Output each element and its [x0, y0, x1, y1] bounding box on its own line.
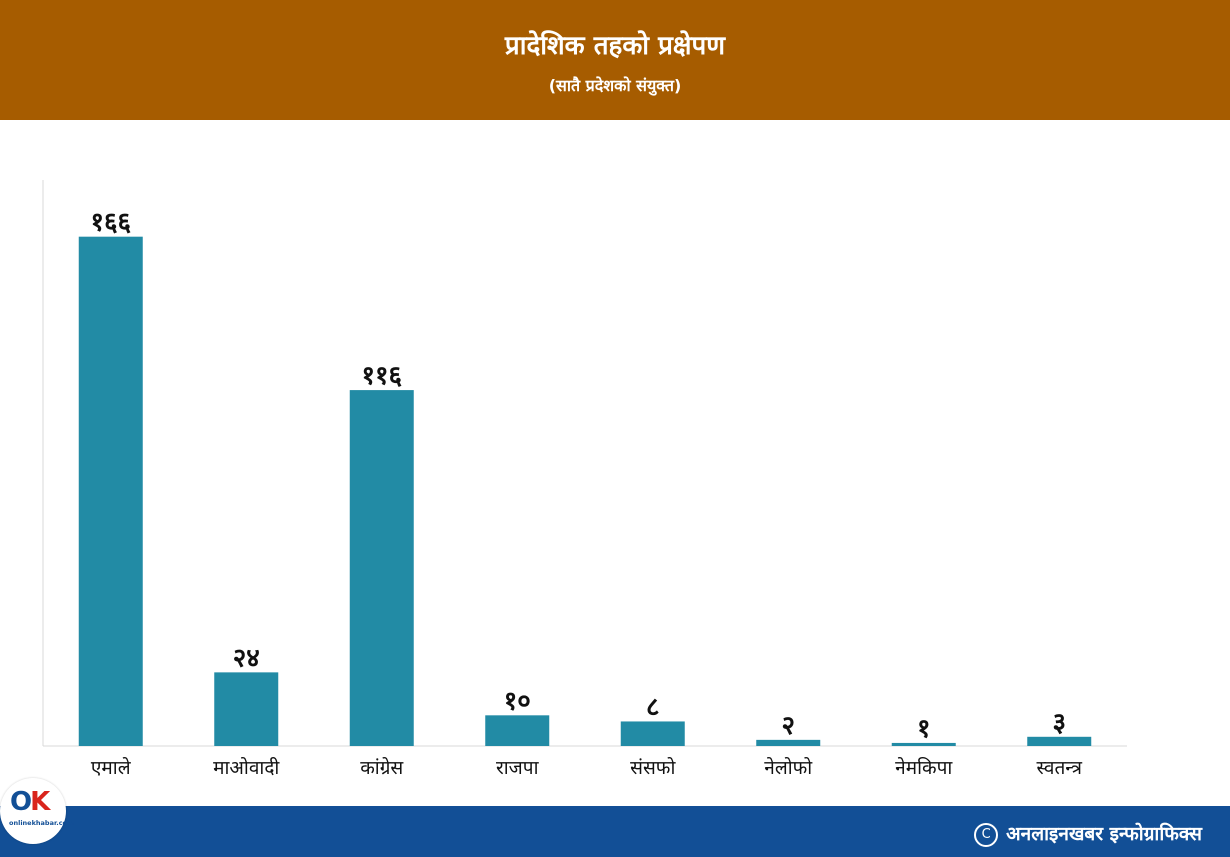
chart-title: प्रादेशिक तहको प्रक्षेपण	[504, 31, 726, 61]
bar	[891, 742, 956, 746]
x-tick-label: संसफो	[630, 756, 676, 779]
bar	[349, 390, 414, 746]
chart-subtitle: (सातै प्रदेशको संयुक्त)	[548, 76, 682, 95]
bar	[1027, 736, 1092, 746]
data-label: १०	[504, 686, 531, 716]
bar	[78, 236, 143, 746]
data-label: ३	[1052, 708, 1066, 738]
data-label: १६६	[90, 208, 131, 238]
data-label: ८	[646, 692, 660, 722]
x-tick-label: राजपा	[496, 757, 540, 779]
bar	[620, 721, 685, 746]
x-tick-label: माओवादी	[213, 756, 280, 779]
footer-credit: C अनलाइनखबर इन्फोग्राफिक्स	[974, 820, 1202, 847]
data-label: २४	[233, 643, 260, 673]
x-tick-label: नेमकिपा	[895, 756, 953, 779]
bar	[756, 739, 821, 746]
data-label: १	[917, 714, 931, 744]
logo-wordmark: onlinekhabar.com	[9, 819, 74, 827]
bar	[214, 672, 279, 746]
bar-chart: १६६ एमाले २४ माओवादी ११६ कांग्रेस १० राजपा ८ संसफ…	[42, 180, 1127, 779]
logo-mark: OK	[10, 787, 50, 817]
onlinekhabar-logo[interactable]: OK onlinekhabar.com	[0, 778, 74, 844]
bar	[485, 715, 550, 746]
x-tick-label: स्वतन्त्र	[1037, 757, 1083, 779]
data-label: ११६	[361, 361, 402, 391]
footer-credit-text: अनलाइनखबर इन्फोग्राफिक्स	[1006, 823, 1202, 845]
x-tick-label: एमाले	[91, 756, 132, 779]
copyright-icon: C	[974, 823, 999, 847]
x-tick-label: कांग्रेस	[360, 756, 404, 779]
data-label: २	[781, 711, 795, 741]
chart-header: प्रादेशिक तहको प्रक्षेपण (सातै प्रदेशको …	[0, 0, 1230, 120]
x-tick-label: नेलोफो	[764, 756, 813, 779]
footer-bar: C अनलाइनखबर इन्फोग्राफिक्स	[0, 806, 1230, 857]
